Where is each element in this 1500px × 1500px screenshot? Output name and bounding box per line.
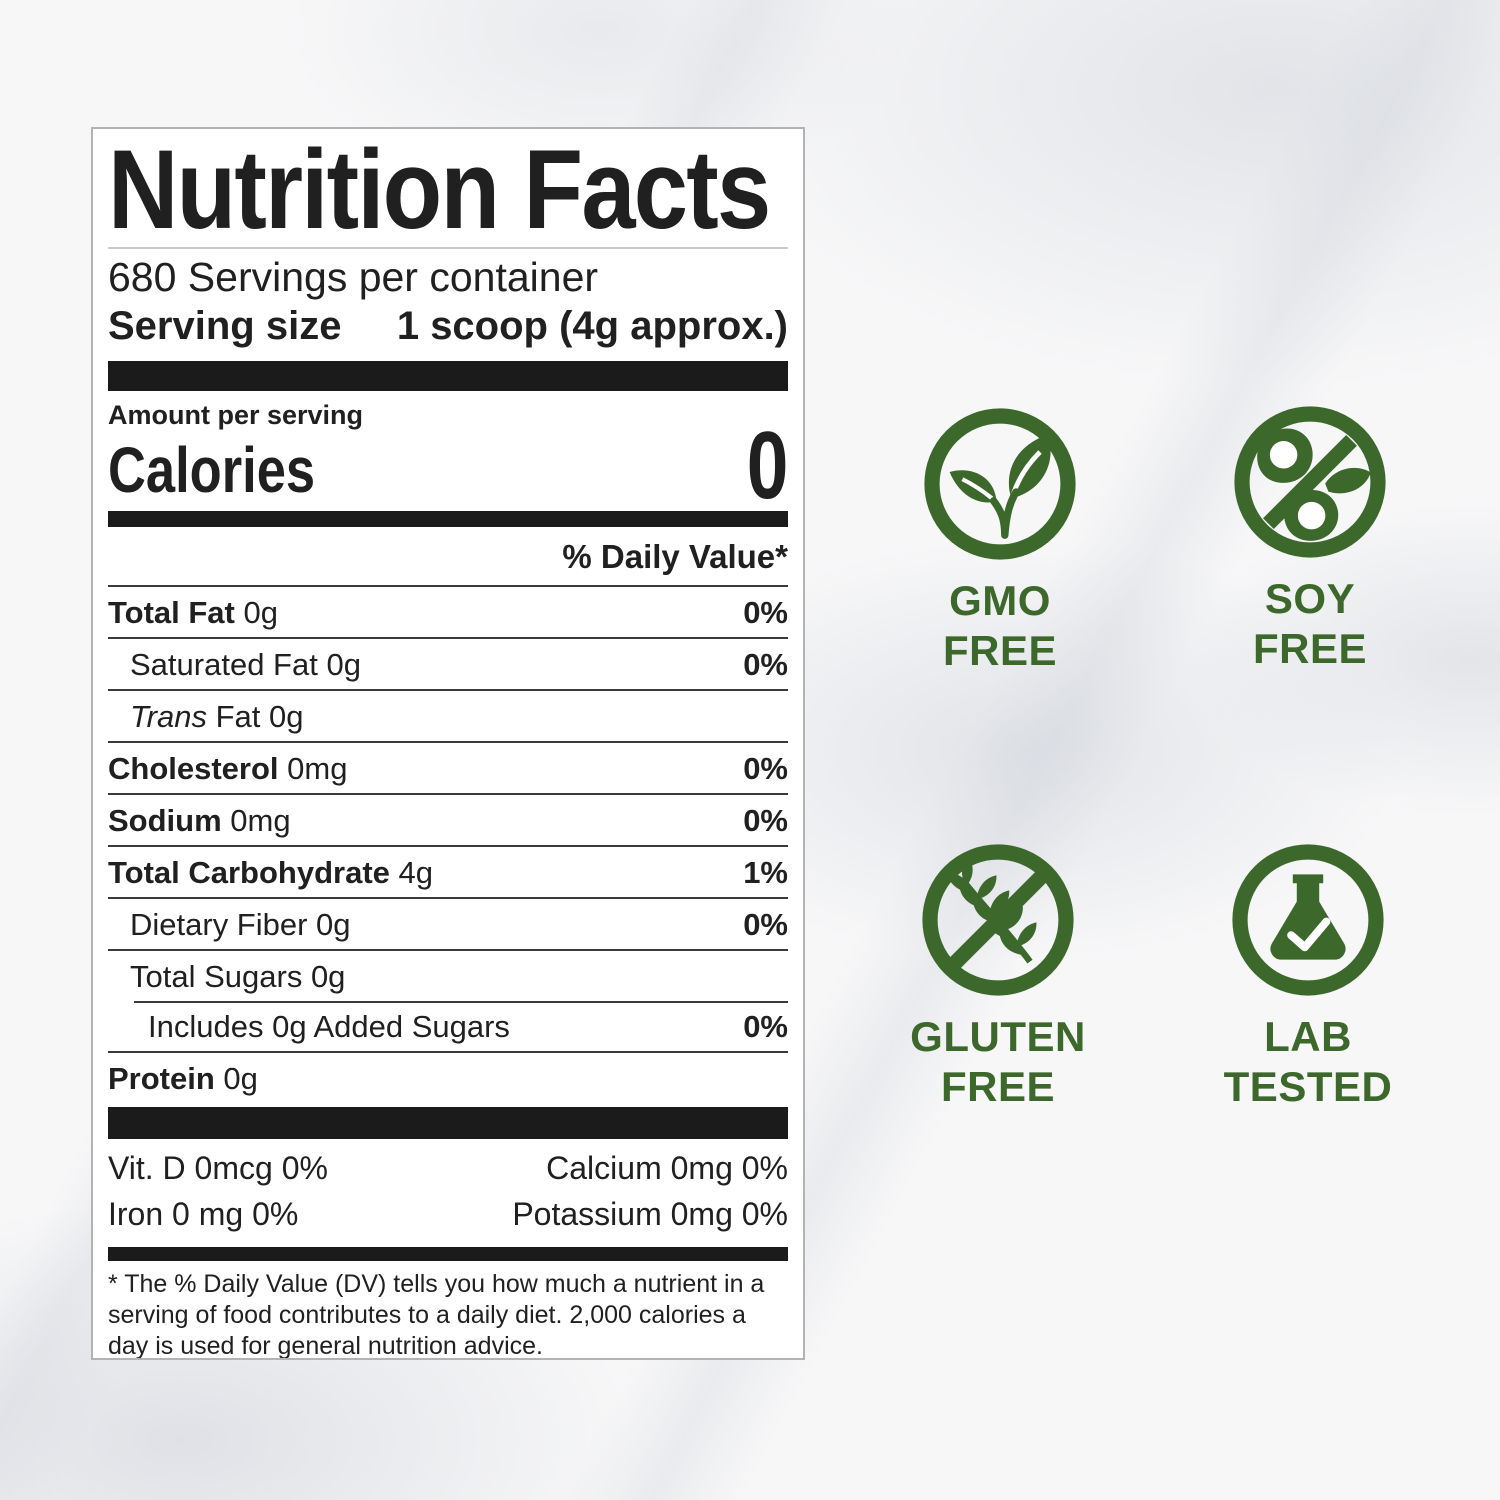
nutrient-daily-value: 0% <box>743 803 788 838</box>
nutrient-row: Total Carbohydrate 4g 1% <box>108 845 788 897</box>
serving-size-label: Serving size <box>108 304 342 348</box>
nutrient-row: Cholesterol 0mg 0% <box>108 741 788 793</box>
nutrient-name: Sodium 0mg <box>108 803 291 838</box>
calories-value: 0 <box>746 412 788 519</box>
nutrient-name: Trans Fat 0g <box>130 699 304 734</box>
badge-gmo-free: GMO FREE <box>870 404 1130 676</box>
nutrient-daily-value: 0% <box>743 751 788 786</box>
calories-label: Calories <box>108 434 316 506</box>
calories-row: Calories 0 <box>108 418 788 514</box>
vitamin-cell: Iron 0 mg 0% <box>108 1196 299 1232</box>
vitamin-cell: Calcium 0mg 0% <box>546 1150 788 1186</box>
nutrient-row: Saturated Fat 0g 0% <box>108 637 788 689</box>
daily-value-footnote: * The % Daily Value (DV) tells you how m… <box>108 1270 765 1360</box>
vitamin-cell: Vit. D 0mcg 0% <box>108 1150 328 1186</box>
nutrient-row: Sodium 0mg 0% <box>108 793 788 845</box>
nutrient-rows: Total Fat 0g 0% Saturated Fat 0g 0% Trans Fa… <box>108 585 788 1103</box>
nutrient-name: Protein 0g <box>108 1061 258 1096</box>
servings-per-container: 680 Servings per container <box>108 254 599 300</box>
nutrient-row: Total Fat 0g 0% <box>108 585 788 637</box>
nutrient-row: Protein 0g <box>108 1051 788 1103</box>
serving-size-value: 1 scoop (4g approx.) <box>396 304 788 348</box>
label-title: Nutrition Facts <box>108 127 771 252</box>
badge-gluten-free-label: GLUTEN FREE <box>910 1013 1086 1110</box>
section-bar-footnote <box>108 1247 788 1261</box>
nutrient-daily-value: 0% <box>743 907 788 942</box>
badge-soy-free: SOY FREE <box>1180 402 1440 674</box>
section-bar-top <box>108 361 788 391</box>
title-divider <box>108 247 788 249</box>
nutrient-name: Dietary Fiber 0g <box>130 907 351 942</box>
nutrient-daily-value: 1% <box>743 855 788 890</box>
vitamin-row: Iron 0 mg 0% Potassium 0mg 0% <box>108 1191 788 1237</box>
badge-lab-tested-label: LAB TESTED <box>1223 1013 1393 1110</box>
nutrition-facts-label: Nutrition Facts 680 Servings per contain… <box>91 127 805 1360</box>
badge-lab-tested: LAB TESTED <box>1178 840 1438 1112</box>
nutrient-row: Total Sugars 0g <box>108 949 788 1001</box>
nutrient-name: Includes 0g Added Sugars <box>148 1009 510 1044</box>
serving-size-row: Serving size 1 scoop (4g approx.) <box>108 301 788 351</box>
vitamin-cell: Potassium 0mg 0% <box>512 1196 788 1232</box>
no-soy-icon <box>1234 406 1386 558</box>
lab-flask-check-icon <box>1232 844 1384 996</box>
nutrient-name: Cholesterol 0mg <box>108 751 348 786</box>
nutrient-row: Trans Fat 0g <box>108 689 788 741</box>
nutrient-row: Includes 0g Added Sugars 0% <box>108 1003 788 1051</box>
no-gluten-wheat-icon <box>922 844 1074 996</box>
indented-divider <box>134 1001 788 1003</box>
section-bar-calories <box>108 511 788 527</box>
nutrient-name: Total Carbohydrate 4g <box>108 855 434 890</box>
badge-gmo-free-label: GMO FREE <box>942 577 1057 674</box>
vitamins-section: Vit. D 0mcg 0% Calcium 0mg 0% Iron 0 mg 0%… <box>108 1139 788 1241</box>
nutrient-daily-value: 0% <box>743 647 788 682</box>
badge-gluten-free: GLUTEN FREE <box>868 840 1128 1112</box>
nutrient-daily-value: 0% <box>743 1009 788 1044</box>
section-bar-protein <box>108 1107 788 1139</box>
nutrient-daily-value: 0% <box>743 595 788 630</box>
badge-soy-free-label: SOY FREE <box>1252 575 1367 672</box>
vitamin-row: Vit. D 0mcg 0% Calcium 0mg 0% <box>108 1145 788 1191</box>
daily-value-header: % Daily Value* <box>562 538 788 575</box>
nutrient-name: Total Sugars 0g <box>130 959 346 994</box>
gmo-free-leaf-icon <box>924 408 1076 560</box>
nutrient-row: Dietary Fiber 0g 0% <box>108 897 788 949</box>
nutrient-name: Saturated Fat 0g <box>130 647 361 682</box>
amount-per-serving: Amount per serving <box>108 400 364 430</box>
nutrient-name: Total Fat 0g <box>108 595 278 630</box>
